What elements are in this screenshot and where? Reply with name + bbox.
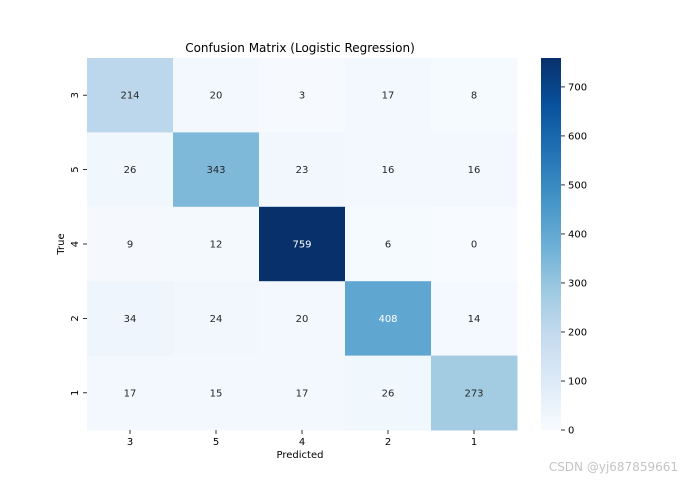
heatmap-cell: [173, 355, 260, 431]
colorbar-tick-label: 400: [568, 229, 587, 240]
cell-value-label: 408: [378, 314, 397, 325]
heatmap-cell: [173, 58, 260, 133]
y-axis-label: True: [56, 233, 67, 255]
colorbar-tick-label: 0: [568, 426, 574, 437]
cell-value-label: 16: [468, 165, 481, 176]
y-tick-label: 3: [70, 92, 81, 98]
cell-value-label: 20: [296, 314, 309, 325]
cell-value-label: 16: [382, 165, 395, 176]
colorbar-tick-label: 500: [568, 180, 587, 191]
y-tick-label: 2: [70, 315, 81, 321]
cell-value-label: 12: [210, 240, 223, 251]
colorbar-tick-label: 200: [568, 327, 587, 338]
cell-value-label: 17: [296, 388, 309, 399]
cell-value-label: 26: [382, 388, 395, 399]
heatmap-cell: [259, 281, 346, 357]
heatmap-cell: [87, 281, 174, 357]
cell-value-label: 343: [206, 165, 225, 176]
heatmap-cell: [87, 206, 174, 282]
x-tick-label: 4: [299, 437, 305, 448]
cell-value-label: 8: [471, 91, 477, 102]
heatmap-cell: [173, 281, 260, 357]
chart-title: Confusion Matrix (Logistic Regression): [185, 41, 415, 55]
colorbar-ticks: 0 100 200 300 400 500 600 700: [561, 82, 587, 437]
heatmap-cell: [259, 58, 346, 133]
cell-value-label: 214: [120, 91, 139, 102]
cell-value-label: 26: [124, 165, 137, 176]
colorbar-tick-label: 600: [568, 131, 587, 142]
heatmap-cell: [87, 132, 174, 208]
y-tick-label: 4: [70, 241, 81, 247]
heatmap-cell: [173, 132, 260, 208]
heatmap-cell: [87, 355, 174, 431]
x-tick-label: 1: [471, 437, 477, 448]
heatmap-cell: [87, 58, 174, 133]
x-tick-label: 3: [127, 437, 133, 448]
cell-value-label: 20: [210, 91, 223, 102]
heatmap-cells: 214 20 3 17 8 26 343 23 16 16 9 12 759 6 0 34 24 20 408 14 1…: [87, 58, 518, 431]
colorbar: [541, 58, 561, 430]
cell-value-label: 3: [299, 91, 305, 102]
x-axis-label: Predicted: [277, 450, 324, 461]
heatmap-cell: [259, 355, 346, 431]
cell-value-label: 759: [292, 240, 311, 251]
cell-value-label: 14: [468, 314, 481, 325]
cell-value-label: 9: [127, 240, 133, 251]
heatmap-cell: [345, 281, 432, 357]
cell-value-label: 273: [464, 388, 483, 399]
heatmap-cell: [431, 355, 518, 431]
y-axis: 3 5 4 2 1: [70, 92, 87, 396]
x-tick-label: 5: [213, 437, 219, 448]
colorbar-tick-label: 100: [568, 376, 587, 387]
colorbar-tick-label: 700: [568, 82, 587, 93]
heatmap-cell: [173, 206, 260, 282]
heatmap-cell: [431, 281, 518, 357]
cell-value-label: 15: [210, 388, 223, 399]
x-axis: 3 5 4 2 1: [127, 430, 477, 448]
cell-value-label: 6: [385, 240, 391, 251]
cell-value-label: 0: [471, 240, 477, 251]
heatmap-cell: [345, 206, 432, 282]
cell-value-label: 34: [124, 314, 137, 325]
heatmap-cell: [431, 58, 518, 133]
x-tick-label: 2: [385, 437, 391, 448]
heatmap-cell: [345, 355, 432, 431]
heatmap-cell: [345, 58, 432, 133]
cell-value-label: 24: [210, 314, 223, 325]
heatmap-cell: [259, 206, 346, 282]
heatmap-cell: [431, 132, 518, 208]
cell-value-label: 17: [124, 388, 137, 399]
heatmap-cell: [431, 206, 518, 282]
cell-value-label: 17: [382, 91, 395, 102]
heatmap-cell: [259, 132, 346, 208]
y-tick-label: 1: [70, 390, 81, 396]
heatmap-cell: [345, 132, 432, 208]
y-tick-label: 5: [70, 166, 81, 172]
cell-value-label: 23: [296, 165, 309, 176]
watermark-text: CSDN @yj687859661: [548, 460, 678, 474]
colorbar-tick-label: 300: [568, 278, 587, 289]
